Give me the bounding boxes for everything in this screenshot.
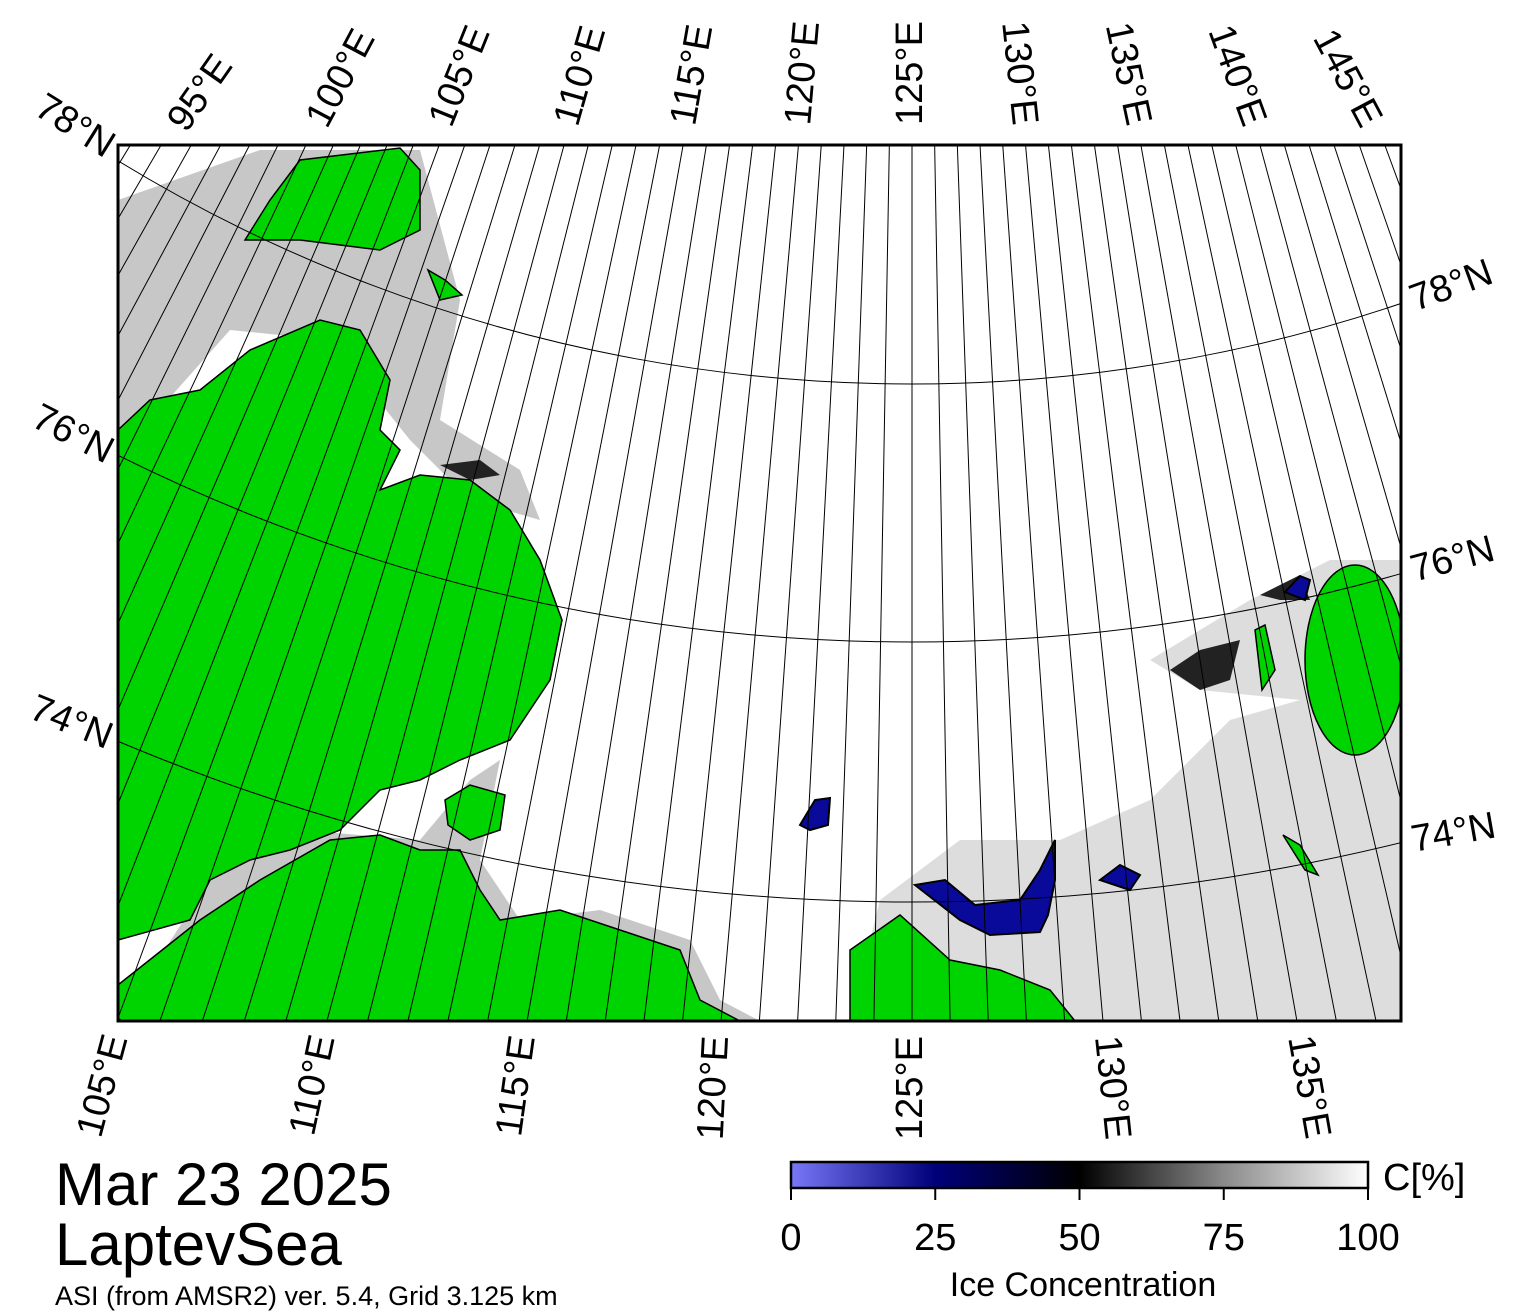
meridian	[118, 145, 307, 545]
land	[118, 147, 1401, 1021]
coordinate-label: 76°N	[26, 396, 121, 472]
meridian	[1047, 145, 1142, 1021]
coordinate-label: 76°N	[1406, 528, 1499, 591]
colorbar-tick-label: 75	[1203, 1217, 1245, 1259]
meridian	[1163, 145, 1337, 1021]
coordinate-label: 140°E	[1200, 19, 1275, 131]
meridian	[326, 145, 565, 1021]
colorbar-label: Ice Concentration	[950, 1266, 1217, 1304]
meridian	[1117, 145, 1259, 1021]
meridian	[285, 145, 541, 1021]
colorbar-tick-label: 25	[914, 1217, 956, 1259]
meridian	[159, 145, 466, 1021]
coordinate-label: 120°E	[690, 1035, 737, 1141]
coordinate-label: 74°N	[24, 687, 118, 758]
meridian	[243, 145, 516, 1021]
meridian	[201, 145, 491, 1021]
coordinate-label: 135°E	[1097, 19, 1160, 129]
coordinate-label: 78°N	[28, 86, 122, 167]
meridian	[1070, 145, 1181, 1021]
meridian	[1187, 145, 1377, 1021]
meridian	[1450, 0, 1525, 1040]
meridian	[447, 145, 637, 1021]
meridian	[758, 145, 822, 1021]
coordinate-label: 95°E	[159, 47, 241, 139]
coordinate-label: 110°E	[546, 21, 614, 130]
coordinate-label: 120°E	[777, 19, 828, 126]
colorbar-ticks: 0 25 50 75 100	[780, 1188, 1400, 1259]
coordinate-label: 135°E	[1279, 1032, 1338, 1142]
meridian	[1025, 145, 1104, 1021]
colorbar-unit: C[%]	[1383, 1157, 1465, 1199]
meridian	[1211, 145, 1401, 959]
meridian	[367, 145, 589, 1021]
coordinate-label: 74°N	[1408, 805, 1499, 861]
meridian	[873, 145, 890, 1021]
meridian	[118, 145, 414, 908]
meridian	[1467, 0, 1525, 1018]
colorbar-tick-label: 50	[1058, 1217, 1100, 1259]
colorbar	[789, 1160, 1370, 1190]
meridian	[118, 145, 388, 806]
meridian	[526, 145, 684, 1021]
colorbar-tick-label: 100	[1336, 1217, 1399, 1259]
meridian	[835, 145, 868, 1021]
meridian	[979, 145, 1027, 1021]
coordinate-label: 115°E	[662, 21, 721, 128]
meridian	[565, 145, 707, 1021]
date: Mar 23 2025	[55, 1151, 392, 1218]
colorbar-tick-label: 0	[780, 1217, 801, 1259]
coordinate-label: 130°E	[1086, 1034, 1139, 1142]
coordinate-label: 100°E	[298, 22, 384, 134]
coordinate-label: 105°E	[69, 1030, 136, 1141]
meridian	[643, 145, 754, 1021]
coordinate-label: 130°E	[993, 19, 1046, 127]
coordinate-label: 78°N	[1404, 251, 1498, 320]
parallel	[0, 0, 1525, 124]
region: LaptevSea	[55, 1211, 343, 1278]
meridian	[1093, 145, 1220, 1021]
meridian	[604, 145, 731, 1021]
meridian	[1140, 145, 1298, 1021]
meridian	[797, 145, 845, 1021]
coordinate-label: 125°E	[889, 1036, 931, 1140]
meridian	[487, 145, 661, 1021]
meridian	[720, 145, 799, 1021]
coordinate-label: 110°E	[282, 1031, 344, 1139]
meridian	[682, 145, 777, 1021]
coordinate-label: 105°E	[421, 20, 499, 132]
meridian	[1259, 145, 1401, 668]
map-frame	[116, 143, 1403, 1023]
coordinate-label: 115°E	[488, 1033, 544, 1139]
coordinate-label: 125°E	[889, 21, 931, 125]
meridian	[118, 145, 334, 625]
meridian	[956, 145, 989, 1021]
meridian	[934, 145, 951, 1021]
coordinate-label: 145°E	[1304, 22, 1390, 134]
meridian	[118, 145, 440, 1020]
source: ASI (from AMSR2) ver. 5.4, Grid 3.125 km	[55, 1281, 558, 1311]
meridian	[118, 145, 361, 712]
meridian	[1002, 145, 1066, 1021]
parallel	[118, 159, 1401, 385]
meridian	[1235, 145, 1401, 804]
meridian	[407, 145, 613, 1021]
